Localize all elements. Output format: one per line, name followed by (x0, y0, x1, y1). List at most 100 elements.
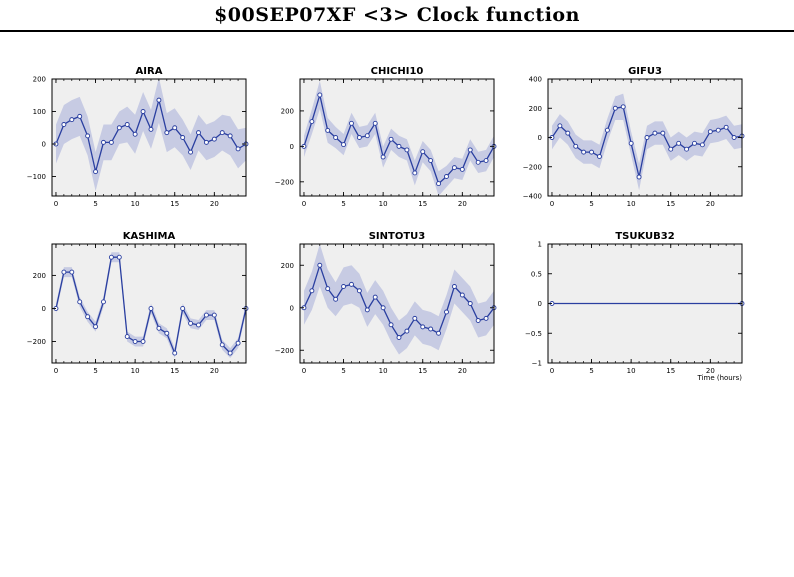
y-tick-label: 1 (538, 241, 542, 249)
data-point (436, 181, 442, 187)
y-tick-label: 0 (290, 304, 294, 312)
x-tick-label: 15 (170, 367, 179, 375)
data-point (333, 135, 339, 140)
chart-panel-chichi10: 0 5 10 15 20 −200 0 200 CHICHI10 (275, 66, 497, 208)
data-point (404, 147, 410, 153)
error-band (552, 93, 742, 191)
data-point (333, 296, 339, 302)
data-point (388, 136, 394, 142)
chart-title: KASHIMA (123, 231, 176, 242)
x-tick-label: 0 (54, 367, 58, 375)
data-point (140, 109, 146, 114)
data-point (156, 97, 162, 103)
y-tick-label: 0 (538, 300, 542, 308)
plot-frame (51, 78, 247, 197)
data-point (317, 92, 323, 98)
data-point (69, 117, 75, 123)
data-point (140, 339, 146, 344)
chart-title: AIRA (136, 66, 163, 77)
data-point (723, 124, 729, 130)
y-tick-label: 100 (33, 108, 46, 116)
x-tick-label: 20 (706, 367, 715, 375)
data-point (172, 125, 178, 131)
data-point (356, 288, 362, 294)
data-point (467, 301, 473, 306)
data-point (372, 294, 378, 300)
x-tick-label: 10 (379, 367, 388, 375)
data-point (341, 142, 347, 148)
data-point (219, 130, 225, 136)
chart-title: TSUKUB32 (615, 231, 674, 242)
data-point (412, 315, 418, 321)
data-point (188, 320, 194, 326)
data-point (715, 127, 721, 133)
data-point (428, 158, 434, 163)
data-point (565, 130, 571, 136)
data-point (428, 326, 434, 332)
x-tick-label: 10 (379, 200, 388, 208)
data-point (180, 306, 186, 311)
data-point (211, 136, 217, 142)
data-point (380, 305, 386, 311)
data-point (364, 133, 370, 139)
data-point (396, 143, 402, 149)
x-tick-label: 15 (170, 200, 179, 208)
data-point (148, 126, 154, 132)
data-point (180, 135, 186, 140)
data-point (475, 318, 481, 323)
data-point (707, 129, 713, 135)
error-band (304, 244, 494, 355)
data-point (196, 322, 201, 328)
y-tick-label: 200 (33, 76, 46, 84)
data-point (349, 120, 354, 126)
data-point (444, 309, 449, 315)
error-band (304, 80, 494, 196)
x-tick-label: 0 (302, 200, 306, 208)
x-tick-label: 0 (550, 367, 554, 375)
error-band (56, 77, 246, 192)
data-point (451, 284, 457, 289)
data-point (483, 158, 489, 163)
y-tick-label: 0 (42, 305, 46, 313)
chart-panel-gifu3: 0 5 10 15 20 −400 −200 0 200 400 GIFU3 (523, 66, 745, 208)
chart-panel-tsukub32: 0 5 10 15 20 −1 −0.5 0 0.5 1 TSUKUB32 Time (hours) (525, 231, 745, 382)
data-point (341, 284, 347, 289)
x-tick-label: 15 (666, 367, 675, 375)
data-point (172, 350, 178, 356)
data-point (196, 130, 201, 136)
data-point (309, 288, 315, 294)
x-tick-label: 0 (302, 367, 306, 375)
data-point (731, 135, 737, 140)
data-point (85, 133, 91, 139)
data-point (164, 330, 170, 336)
data-point (573, 143, 579, 149)
y-tick-label: 0 (538, 134, 542, 142)
data-point (349, 281, 354, 287)
data-point (203, 312, 209, 318)
y-tick-label: −400 (523, 193, 542, 201)
data-point (660, 130, 666, 136)
data-point (436, 330, 442, 336)
x-tick-label: 5 (589, 367, 593, 375)
title-divider (0, 30, 794, 32)
data-point (93, 324, 99, 330)
x-tick-label: 20 (210, 200, 219, 208)
data-point (132, 339, 138, 344)
data-point (325, 127, 331, 133)
data-point (668, 146, 674, 152)
plot-frame (299, 243, 495, 364)
data-point (388, 322, 394, 328)
data-point (235, 340, 241, 346)
data-point (101, 139, 106, 145)
data-point (317, 262, 323, 268)
data-point (164, 130, 170, 136)
data-point (475, 159, 481, 165)
x-tick-label: 10 (131, 367, 140, 375)
data-point (356, 135, 362, 140)
chart-panel-kashima: 0 5 10 15 20 −200 0 200 KASHIMA (27, 231, 249, 375)
y-tick-label: −1 (532, 360, 542, 368)
data-point (124, 122, 130, 127)
x-tick-label: 20 (458, 200, 467, 208)
data-point (412, 170, 418, 176)
data-point (309, 119, 315, 124)
